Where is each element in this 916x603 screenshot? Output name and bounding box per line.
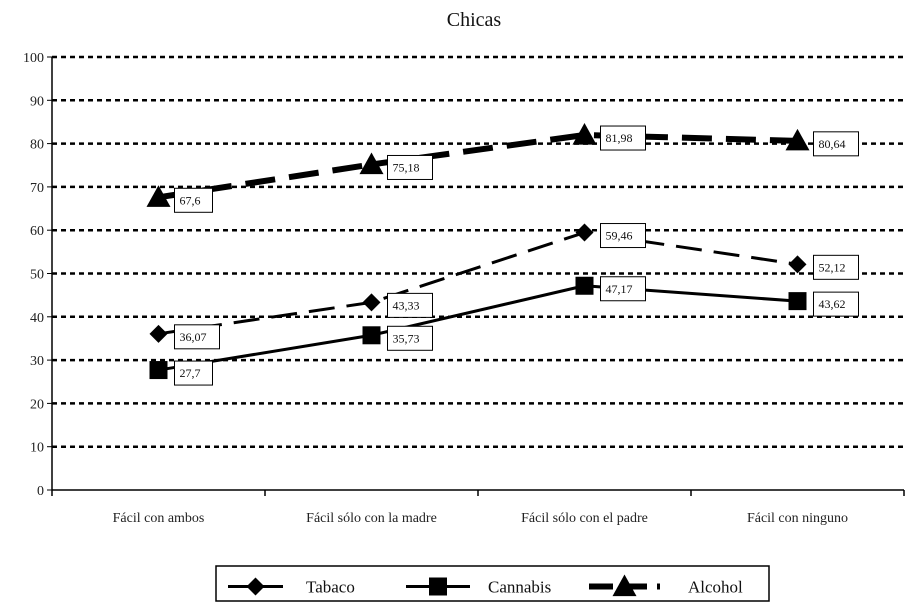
axes: 0 10 20 30 40 50 60 70 80 90 100 Fácil con ambos Fác… bbox=[23, 51, 905, 526]
data-label-box bbox=[600, 125, 646, 151]
data-labels: 36,07 43,33 59,46 52,12 27,7 35,73 47,17 43,62 6… bbox=[174, 125, 859, 386]
y-tick-label: 20 bbox=[30, 397, 44, 412]
legend-label: Tabaco bbox=[306, 578, 355, 597]
series bbox=[146, 123, 810, 380]
diamond-marker bbox=[788, 255, 807, 274]
triangle-marker bbox=[572, 123, 597, 145]
data-label: 27,7 bbox=[180, 366, 201, 380]
square-marker bbox=[575, 276, 594, 295]
x-tick-label: Fácil sólo con el padre bbox=[521, 511, 648, 526]
triangle-marker bbox=[612, 574, 637, 597]
y-tick-label: 90 bbox=[30, 94, 44, 109]
data-label: 43,62 bbox=[819, 297, 846, 311]
data-label: 36,07 bbox=[180, 330, 207, 344]
y-tick-label: 60 bbox=[30, 224, 44, 239]
data-label: 81,98 bbox=[606, 131, 633, 145]
legend-label: Alcohol bbox=[688, 578, 743, 597]
legend: Tabaco Cannabis Alcohol bbox=[215, 565, 770, 602]
y-tick-label: 0 bbox=[37, 484, 44, 499]
series-line-cannabis bbox=[158, 284, 798, 372]
data-label-box bbox=[387, 154, 433, 180]
square-marker bbox=[429, 577, 447, 596]
diamond-marker bbox=[362, 293, 381, 312]
data-label-box bbox=[174, 187, 213, 213]
data-label-box bbox=[387, 292, 433, 318]
data-label-box bbox=[387, 325, 433, 351]
square-marker bbox=[149, 361, 168, 380]
data-label: 52,12 bbox=[819, 260, 846, 274]
data-label: 59,46 bbox=[606, 229, 633, 243]
data-label: 35,73 bbox=[393, 331, 420, 345]
data-label: 67,6 bbox=[180, 193, 201, 207]
x-tick-label: Fácil con ninguno bbox=[747, 511, 848, 526]
grid bbox=[52, 55, 904, 448]
diamond-marker bbox=[575, 223, 594, 242]
data-label: 43,33 bbox=[393, 298, 420, 312]
y-tick-label: 100 bbox=[23, 51, 44, 66]
data-label-box bbox=[600, 223, 646, 249]
series-line-alcohol bbox=[158, 132, 798, 201]
triangle-marker bbox=[146, 185, 171, 207]
y-tick-label: 40 bbox=[30, 311, 44, 326]
data-label-box bbox=[813, 254, 859, 280]
data-label-box bbox=[813, 131, 859, 157]
legend-label: Cannabis bbox=[488, 578, 551, 597]
square-marker bbox=[788, 292, 807, 311]
chart-title: Chicas bbox=[447, 9, 502, 31]
data-label-box bbox=[174, 324, 220, 350]
square-marker bbox=[362, 326, 381, 345]
y-tick-label: 30 bbox=[30, 354, 44, 369]
diamond-marker bbox=[149, 324, 168, 343]
triangle-marker bbox=[785, 128, 810, 151]
data-label-box bbox=[600, 276, 646, 302]
legend-box bbox=[215, 565, 770, 602]
data-label-box bbox=[813, 291, 859, 317]
series-line-tabaco bbox=[158, 231, 798, 336]
diamond-marker bbox=[246, 577, 265, 596]
y-tick-label: 10 bbox=[30, 441, 44, 456]
data-label: 75,18 bbox=[393, 160, 420, 174]
triangle-marker bbox=[359, 152, 384, 175]
x-tick-label: Fácil con ambos bbox=[113, 511, 205, 526]
data-label-box bbox=[174, 360, 213, 386]
y-tick-label: 50 bbox=[30, 268, 44, 283]
y-tick-label: 80 bbox=[30, 138, 44, 153]
y-tick-label: 70 bbox=[30, 181, 44, 196]
data-label: 80,64 bbox=[819, 137, 846, 151]
x-tick-label: Fácil sólo con la madre bbox=[306, 511, 437, 526]
data-label: 47,17 bbox=[606, 282, 633, 296]
